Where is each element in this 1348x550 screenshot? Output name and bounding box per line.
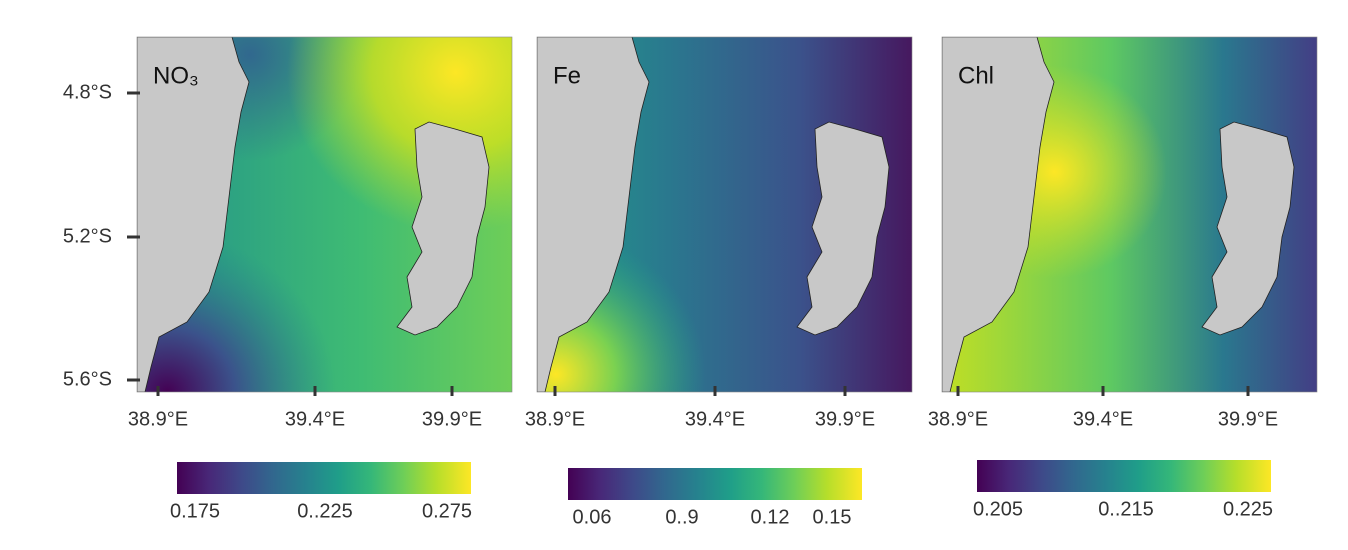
colorbar-tick-label: 0.225 (1223, 498, 1273, 520)
y-tick-label: 5.2°S (63, 225, 112, 247)
panel-frame (136, 36, 513, 393)
colorbar-tick-label: 0.12 (751, 506, 790, 528)
colorbar-tick-label: 0.205 (973, 498, 1023, 520)
y-tick-label: 5.6°S (63, 368, 112, 390)
panel-frame (941, 36, 1318, 393)
panel-label: NO₃ (153, 62, 199, 89)
y-tick-label: 4.8°S (63, 81, 112, 103)
colorbar (568, 468, 862, 500)
x-tick-label: 39.9°E (815, 408, 875, 430)
panel-label: Chl (958, 62, 994, 89)
x-tick-label: 39.4°E (685, 408, 745, 430)
colorbar-tick-label: 0.15 (813, 506, 852, 528)
colorbar-tick-label: 0..225 (297, 500, 353, 522)
colorbar (977, 460, 1271, 492)
x-tick-label: 38.9°E (128, 408, 188, 430)
panel-label: Fe (553, 62, 581, 89)
colorbar-tick-label: 0..215 (1098, 498, 1154, 520)
map-panel (537, 37, 912, 392)
map-panel (137, 37, 512, 392)
colorbar-tick-label: 0.175 (170, 500, 220, 522)
colorbar (177, 462, 471, 494)
x-tick-label: 38.9°E (928, 408, 988, 430)
colorbar-tick-label: 0.06 (573, 506, 612, 528)
x-tick-label: 39.4°E (285, 408, 345, 430)
x-tick-label: 39.9°E (422, 408, 482, 430)
panel-frame (536, 36, 913, 393)
x-tick-label: 38.9°E (525, 408, 585, 430)
colorbar-tick-label: 0..9 (665, 506, 698, 528)
map-panel (942, 37, 1317, 392)
colorbar-tick-label: 0.275 (422, 500, 472, 522)
x-tick-label: 39.4°E (1073, 408, 1133, 430)
x-tick-label: 39.9°E (1218, 408, 1278, 430)
